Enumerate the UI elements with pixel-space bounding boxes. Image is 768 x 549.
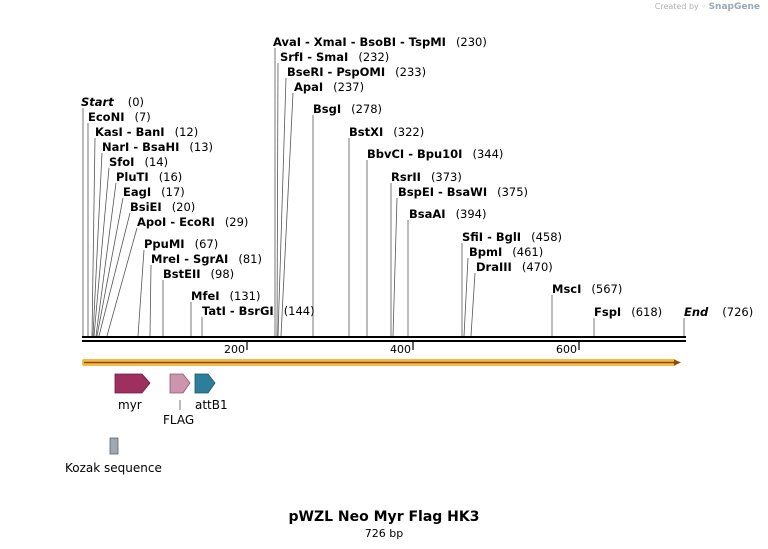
backbone-bottom-strand: [82, 340, 686, 342]
site-bsaai[interactable]: BsaAI (394): [409, 207, 487, 221]
map-title: pWZL Neo Myr Flag HK3: [288, 509, 480, 525]
feature-flag-label: FLAG: [163, 413, 194, 427]
ruler: 200 400 600: [224, 342, 580, 356]
site-bseri-pspomi[interactable]: BseRI - PspOMI (233): [287, 65, 426, 79]
site-bsteii[interactable]: BstEII (98): [163, 267, 234, 281]
site-start[interactable]: Start (0): [81, 95, 144, 109]
site-mrei-sgrai[interactable]: MreI - SgrAI (81): [151, 252, 262, 266]
site-draiii[interactable]: DraIII (470): [476, 260, 553, 274]
site-apoi-ecori[interactable]: ApoI - EcoRI (29): [137, 215, 248, 229]
site-bsgi[interactable]: BsgI (278): [313, 102, 382, 116]
site-mfei[interactable]: MfeI (131): [191, 289, 260, 303]
sequence-backbone: [82, 336, 686, 342]
map-length: 726 bp: [364, 527, 404, 540]
snapgene-credit: Created by ◦ SnapGene: [655, 2, 760, 12]
site-fspi[interactable]: FspI (618): [594, 305, 662, 319]
site-kasi-bani[interactable]: KasI - BanI (12): [95, 125, 198, 139]
backbone-top-strand: [82, 336, 686, 338]
site-nari-bsahi[interactable]: NarI - BsaHI (13): [102, 140, 213, 154]
site-bspei-bsawi[interactable]: BspEI - BsaWI (375): [398, 185, 528, 199]
orf-arrow[interactable]: [82, 359, 681, 366]
site-srfi-smai[interactable]: SrfI - SmaI (232): [280, 50, 389, 64]
snapgene-logo-icon: ◦: [701, 2, 707, 11]
site-ppumi[interactable]: PpuMI (67): [144, 237, 218, 251]
ruler-label-200: 200: [224, 343, 245, 356]
site-bstxi[interactable]: BstXI (322): [349, 125, 424, 139]
site-econi[interactable]: EcoNI (7): [88, 110, 151, 124]
feature-myr-arrow[interactable]: [114, 373, 151, 394]
feature-kozak-label: Kozak sequence: [65, 461, 162, 475]
ruler-label-600: 600: [556, 343, 577, 356]
site-avai-xmai-bsobi-tspmi[interactable]: AvaI - XmaI - BsoBI - TspMI (230): [273, 35, 487, 49]
feature-flag-arrow[interactable]: [169, 373, 191, 394]
site-tati-bsrgi[interactable]: TatI - BsrGI (144): [202, 304, 315, 318]
site-sfii-bgli[interactable]: SfiI - BglI (458): [462, 230, 562, 244]
feature-attb1-arrow[interactable]: [194, 373, 216, 394]
feature-attb1-label: attB1: [195, 398, 228, 412]
site-end[interactable]: End (726): [684, 305, 753, 319]
site-pluti[interactable]: PluTI (16): [116, 170, 182, 184]
credit-brand: SnapGene: [708, 2, 760, 12]
site-eagi[interactable]: EagI (17): [123, 185, 185, 199]
site-rsrii[interactable]: RsrII (373): [391, 170, 462, 184]
site-bpmi[interactable]: BpmI (461): [469, 245, 543, 259]
ruler-label-400: 400: [390, 343, 411, 356]
restriction-sites: AvaI - XmaI - BsoBI - TspMI (230) SrfI - …: [81, 35, 753, 319]
credit-prefix: Created by: [654, 2, 699, 11]
site-bsiei[interactable]: BsiEI (20): [130, 200, 195, 214]
feature-myr-label: myr: [118, 398, 142, 412]
features: myr FLAG attB1 Kozak sequence: [65, 373, 228, 475]
site-apai[interactable]: ApaI (237): [294, 80, 364, 94]
site-leader-lines: [82, 48, 685, 337]
site-sfoi[interactable]: SfoI (14): [109, 155, 168, 169]
site-msci[interactable]: MscI (567): [552, 282, 622, 296]
site-bbvci-bpu10i[interactable]: BbvCI - Bpu10I (344): [367, 147, 503, 161]
feature-kozak-box[interactable]: [109, 437, 119, 455]
